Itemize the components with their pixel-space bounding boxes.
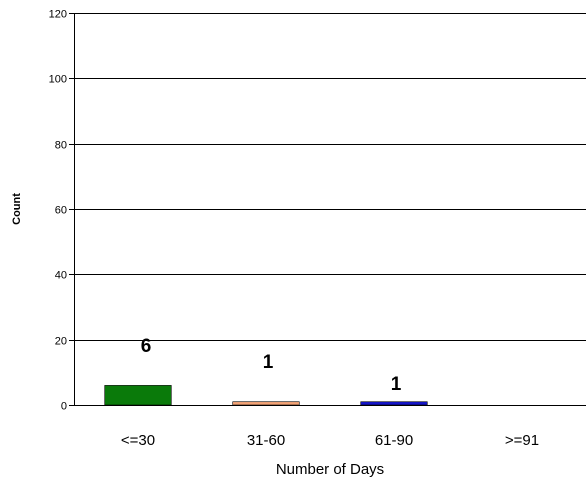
data-label: 1	[263, 352, 274, 373]
data-labels: 6 1 1	[141, 336, 402, 395]
bar	[105, 385, 172, 405]
x-category-label: 61-90	[375, 432, 413, 449]
y-tick-label: 0	[61, 401, 67, 413]
x-category-label: 31-60	[247, 432, 285, 449]
data-label: 6	[141, 336, 152, 357]
x-category-label: <=30	[121, 432, 155, 449]
bars	[105, 385, 428, 405]
bar	[361, 402, 428, 405]
y-tick-label: 60	[55, 205, 67, 217]
y-tick-label: 20	[55, 336, 67, 348]
y-tick-label: 40	[55, 270, 67, 282]
y-tick-label: 100	[49, 74, 67, 86]
data-label: 1	[391, 374, 402, 395]
y-axis-title: Count	[11, 193, 23, 225]
x-axis-title: Number of Days	[276, 461, 384, 478]
y-tick-label: 120	[49, 9, 67, 21]
y-tick-label: 80	[55, 140, 67, 152]
y-tick-labels: 0 20 40 60 80 100 120	[49, 9, 67, 413]
x-category-label: >=91	[505, 432, 539, 449]
bar	[233, 402, 300, 405]
x-category-labels: <=30 31-60 61-90 >=91	[121, 432, 539, 449]
